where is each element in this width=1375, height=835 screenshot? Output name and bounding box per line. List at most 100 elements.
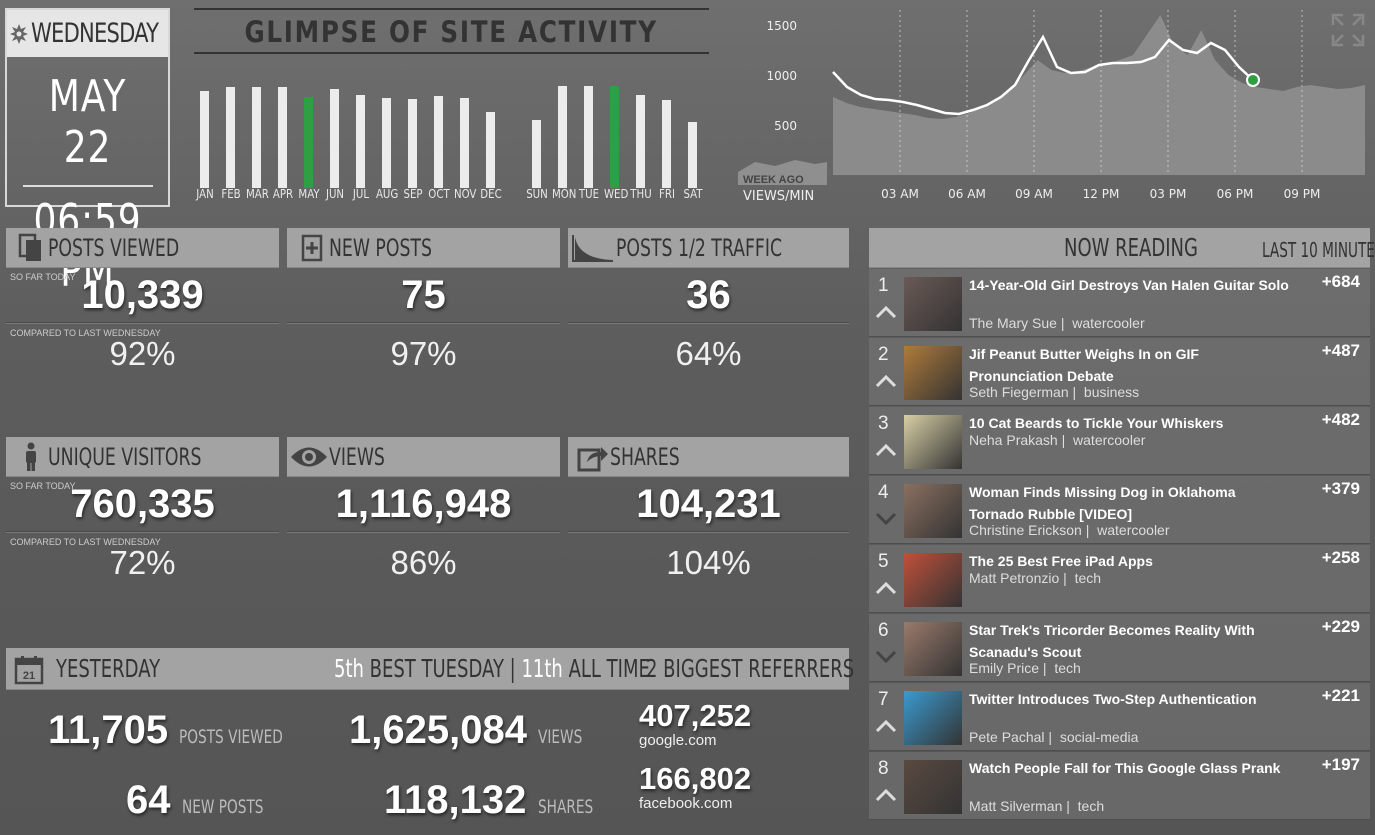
trend-up-icon [875, 788, 897, 802]
tile-label: POSTS 1/2 TRAFFIC [616, 233, 783, 262]
views-per-minute-chart: 03 AM 06 AM 09 AM 12 PM 03 PM 06 PM 09 PM 1500 1… [738, 10, 1365, 204]
bar-label: TUE [578, 187, 600, 201]
so-far-today-label: SO FAR TODAY [10, 481, 76, 491]
now-reading-panel: NOW READING LAST 10 MINUTES 1 14-Year-Old… [869, 228, 1375, 835]
reading-item[interactable]: 5 The 25 Best Free iPad Apps Matt Petronzi… [869, 545, 1370, 613]
article-meta: Christine Erickson | watercooler [969, 522, 1170, 538]
x-tick-label: 06 AM [948, 187, 986, 201]
reading-item[interactable]: 8 Watch People Fall for This Google Glass… [869, 752, 1370, 820]
article-thumbnail[interactable] [904, 691, 962, 745]
tile-percent: 97% [390, 335, 457, 372]
compared-label: COMPARED TO LAST WEDNESDAY [10, 537, 161, 547]
day-label: WEDNESDAY [31, 18, 159, 49]
compared-label: COMPARED TO LAST WEDNESDAY [10, 328, 161, 338]
rank-number: 2 [878, 344, 889, 365]
rank-number: 8 [878, 758, 889, 779]
y-tick-label: 1500 [766, 19, 797, 33]
activity-bar [408, 98, 417, 188]
activity-bar [532, 119, 541, 188]
article-title[interactable]: 14-Year-Old Girl Destroys Van Halen Guit… [969, 277, 1289, 293]
activity-bar [226, 86, 235, 188]
new-post-icon [295, 228, 329, 268]
article-title[interactable]: Jif Peanut Butter Weighs In on GIF Pronu… [969, 346, 1199, 384]
reading-item[interactable]: 2 Jif Peanut Butter Weighs In on GIF Pron… [869, 338, 1370, 406]
article-meta: Emily Price | tech [969, 660, 1081, 676]
article-score: +482 [1321, 410, 1360, 429]
eye-icon [289, 437, 329, 477]
yesterday-panel: 21 YESTERDAY 5th BEST TUESDAY | 11th ALL… [6, 648, 854, 835]
article-title[interactable]: Twitter Introduces Two-Step Authenticati… [969, 691, 1257, 707]
tile-label: NEW POSTS [329, 233, 432, 262]
tile-posts-viewed: POSTS VIEWED SO FAR TODAY 10,339 COMPARED… [6, 228, 279, 383]
glimpse-title: GLIMPSE OF SITE ACTIVITY [194, 8, 709, 54]
date-label: MAY 22 [48, 71, 127, 173]
yesterday-posts-viewed: 11,705 POSTS VIEWED [48, 708, 284, 752]
activity-bar [688, 122, 697, 188]
article-thumbnail[interactable] [904, 484, 962, 538]
article-title[interactable]: Star Trek's Tricorder Becomes Reality Wi… [969, 622, 1255, 660]
y-tick-label: 500 [774, 119, 797, 133]
activity-bar [304, 96, 313, 188]
yesterday-new-posts: 64 NEW POSTS [126, 778, 264, 822]
tile-label: VIEWS [329, 442, 385, 471]
bar-label: OCT [428, 187, 450, 201]
bar-label: NOV [453, 187, 477, 201]
activity-bar [356, 94, 365, 188]
bar-label: MAY [298, 187, 320, 201]
week-ago-label: WEEK AGO [743, 174, 804, 186]
x-tick-label: 09 AM [1015, 187, 1053, 201]
article-thumbnail[interactable] [904, 346, 962, 400]
bar-label: SAT [683, 187, 703, 201]
article-meta: The Mary Sue | watercooler [969, 315, 1145, 331]
referrer-google[interactable]: 407,252 google.com [639, 698, 752, 749]
week-ago-area [833, 15, 1365, 175]
article-thumbnail[interactable] [904, 277, 962, 331]
article-title[interactable]: 10 Cat Beards to Tickle Your Whiskers [969, 415, 1224, 431]
activity-bar [434, 95, 443, 188]
article-title[interactable]: The 25 Best Free iPad Apps [969, 553, 1153, 569]
divider [22, 185, 153, 187]
reading-item[interactable]: 7 Twitter Introduces Two-Step Authenticat… [869, 683, 1370, 751]
article-score: +221 [1321, 686, 1360, 705]
current-point [1246, 73, 1260, 87]
article-thumbnail[interactable] [904, 553, 962, 607]
so-far-today-label: SO FAR TODAY [10, 272, 76, 282]
tile-unique-visitors: UNIQUE VISITORS SO FAR TODAY 760,335 COMP… [6, 437, 279, 592]
article-meta: Neha Prakash | watercooler [969, 432, 1146, 448]
bar-label: MON [551, 187, 577, 201]
article-thumbnail[interactable] [904, 415, 962, 469]
views-per-min-label: VIEWS/MIN [743, 189, 814, 204]
reading-item[interactable]: 1 14-Year-Old Girl Destroys Van Halen Gui… [869, 269, 1370, 337]
article-score: +684 [1321, 272, 1360, 291]
article-meta: Matt Petronzio | tech [969, 570, 1102, 586]
article-thumbnail[interactable] [904, 760, 962, 814]
tile-value: 104,231 [636, 482, 781, 526]
article-score: +487 [1321, 341, 1360, 360]
article-title[interactable]: Watch People Fall for This Google Glass … [969, 760, 1281, 776]
bar-label: FRI [659, 187, 675, 201]
trend-up-icon [875, 374, 897, 388]
expand-icon[interactable] [1331, 13, 1365, 47]
article-thumbnail[interactable] [904, 622, 962, 676]
activity-bar [278, 86, 287, 188]
reading-item[interactable]: 4 Woman Finds Missing Dog in Oklahoma Tor… [869, 476, 1370, 544]
article-title[interactable]: Woman Finds Missing Dog in Oklahoma Torn… [969, 484, 1236, 522]
today-line [832, 34, 1254, 116]
trend-up-icon [875, 443, 897, 457]
activity-bar [460, 97, 469, 188]
x-tick-label: 06 PM [1217, 187, 1254, 201]
tile-value: 760,335 [70, 482, 215, 526]
reading-item[interactable]: 6 Star Trek's Tricorder Becomes Reality W… [869, 614, 1370, 682]
bar-label: JUN [325, 187, 345, 201]
trend-up-icon [875, 305, 897, 319]
rank-number: 5 [878, 551, 889, 572]
yesterday-rank: 5th BEST TUESDAY | 11th ALL TIME [334, 654, 650, 683]
y-tick-label: 1000 [766, 69, 797, 83]
bar-label: JUL [352, 187, 370, 201]
glimpse-panel: GLIMPSE OF SITE ACTIVITY JAN FEB MAR APR MAY… [194, 8, 709, 204]
referrer-facebook[interactable]: 166,802 facebook.com [639, 761, 752, 812]
bar-label: WED [603, 187, 629, 201]
bar-label: MAR [245, 187, 269, 201]
reading-item[interactable]: 3 10 Cat Beards to Tickle Your Whiskers Ne… [869, 407, 1370, 475]
now-reading-title: NOW READING [1064, 233, 1198, 262]
